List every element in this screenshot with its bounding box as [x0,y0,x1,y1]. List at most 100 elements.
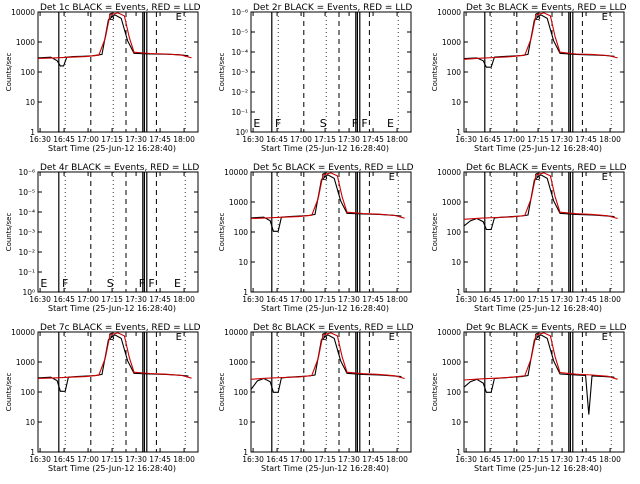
y-tick-label: 1000 [16,38,35,47]
series-line-events [463,174,615,231]
plot-frame [463,11,625,133]
x-tick-label: 17:45 [362,135,384,144]
x-tick-label: 17:00 [77,135,99,144]
y-tick-label: 10⁻⁵ [18,188,35,197]
y-tick-label: 10 [25,418,35,427]
panel-title: Det 8c BLACK = Events, RED = LLD [253,323,414,333]
flag-letter: E [602,12,608,23]
x-tick-label: 17:30 [338,295,360,304]
x-tick-label: 17:30 [338,135,360,144]
y-axis-label: Counts/sec [218,213,226,252]
x-tick-label: 17:15 [527,455,549,464]
y-tick-label: 10⁻³ [18,228,35,237]
panel-title: Det 1c BLACK = Events, RED = LLD [40,3,201,13]
y-tick-label: 10 [25,98,35,107]
flag-letter: F [352,117,358,130]
x-tick-label: 17:00 [503,295,525,304]
x-tick-label: 16:45 [53,295,75,304]
panel-4r: Det 4r BLACK = Events, RED = LLD 16:30 16:… [5,163,199,313]
y-tick-label: 10⁻⁵ [231,28,248,37]
y-tick-label: 1 [456,448,461,457]
x-tick-label: 16:45 [479,135,501,144]
x-axis-label: Start Time (25-Jun-12 16:28:40) [474,464,602,473]
x-tick-label: 16:45 [266,455,288,464]
y-axis-label: Counts/sec [431,373,439,412]
x-tick-label: 17:45 [149,135,171,144]
x-tick-label: 17:00 [290,295,312,304]
x-tick-label: 17:45 [149,295,171,304]
x-tick-label: 18:00 [173,295,195,304]
x-tick-label: 18:00 [599,135,621,144]
plot-frame [250,11,412,133]
x-tick-label: 17:30 [338,455,360,464]
x-axis-label: Start Time (25-Jun-12 16:28:40) [48,464,176,473]
y-tick-label: 1 [30,128,35,137]
x-tick-label: 18:00 [386,295,408,304]
y-axis-label: Counts/sec [431,213,439,252]
y-tick-label: 10000 [437,168,461,177]
x-tick-label: 18:00 [599,295,621,304]
x-tick-label: 16:45 [266,295,288,304]
x-tick-label: 17:00 [77,295,99,304]
y-tick-label: 10⁻⁶ [231,8,248,17]
y-axis-label: Counts/sec [5,213,13,252]
x-tick-label: 18:00 [173,455,195,464]
panel-6c: Det 6c BLACK = Events, RED = LLD 16:30 16:… [431,163,627,313]
x-tick-label: 16:45 [479,455,501,464]
x-tick-label: 16:30 [455,135,477,144]
x-tick-label: 16:30 [242,295,264,304]
x-tick-label: 17:30 [125,455,147,464]
y-tick-label: 10⁻¹ [18,268,35,277]
x-tick-label: 17:45 [575,295,597,304]
x-axis-label: Start Time (25-Jun-12 16:28:40) [261,144,389,153]
flag-letter: E [389,332,395,343]
y-tick-label: 10⁻¹ [231,108,248,117]
x-tick-label: 17:15 [314,455,336,464]
y-tick-label: 1 [243,448,248,457]
panel-title: Det 6c BLACK = Events, RED = LLD [466,163,627,173]
y-tick-label: 10⁻³ [231,68,248,77]
plot-frame [37,331,199,453]
plot-frame [37,11,199,133]
series-line-lld [463,12,618,60]
y-tick-label: 10000 [11,8,35,17]
x-tick-label: 17:45 [575,135,597,144]
x-tick-label: 17:45 [575,455,597,464]
flag-letter: F [148,277,154,290]
y-tick-label: 10 [451,418,461,427]
y-tick-label: 100 [21,68,36,77]
y-tick-label: 10⁰ [22,288,35,297]
y-tick-label: 10⁻² [18,248,35,257]
y-tick-label: 100 [447,388,462,397]
panel-7c: Det 7c BLACK = Events, RED = LLD 16:30 16:… [5,323,201,473]
y-tick-label: 10 [451,98,461,107]
flag-letter: E [176,12,182,23]
series-line-events [37,334,189,392]
y-tick-label: 10 [238,418,248,427]
x-tick-label: 17:30 [125,135,147,144]
panel-title: Det 2r BLACK = Events, RED = LLD [253,3,412,13]
flag-letter: E [253,117,260,130]
y-tick-label: 1000 [442,358,461,367]
y-tick-label: 1000 [229,198,248,207]
panel-3c: Det 3c BLACK = Events, RED = LLD 16:30 16:… [431,3,627,153]
y-tick-label: 1 [30,448,35,457]
y-tick-label: 1000 [442,38,461,47]
flag-letter: E [602,172,608,183]
flag-letter: E [174,277,181,290]
flag-letter: F [275,117,281,130]
y-tick-label: 10000 [437,328,461,337]
x-axis-label: Start Time (25-Jun-12 16:28:40) [261,304,389,313]
x-tick-label: 16:45 [53,135,75,144]
series-line-events [250,174,402,232]
y-tick-label: 1000 [442,198,461,207]
x-tick-label: 16:30 [242,135,264,144]
flag-letter: E [176,332,182,343]
x-tick-label: 17:30 [125,295,147,304]
series-line-lld [37,332,192,380]
y-tick-label: 10⁻⁶ [18,168,35,177]
x-tick-label: 17:00 [503,455,525,464]
y-axis-label: Counts/sec [5,53,13,92]
